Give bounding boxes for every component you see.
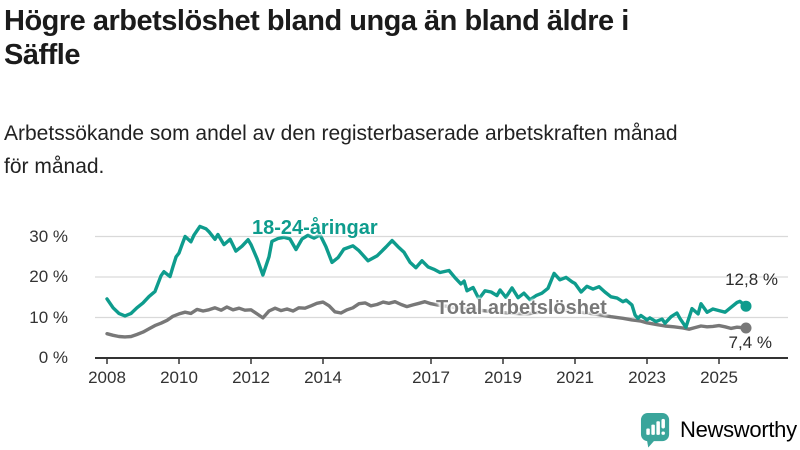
x-tick-label: 2010 (160, 368, 198, 387)
x-tick-label: 2025 (700, 368, 738, 387)
x-tick-label: 2023 (628, 368, 666, 387)
page-title: Högre arbetslöshet bland unga än bland ä… (4, 5, 629, 72)
y-tick-label: 20 % (29, 267, 68, 286)
newsworthy-logo-icon (640, 413, 670, 448)
y-tick-label: 10 % (29, 307, 68, 327)
series-end-dot-total (740, 322, 752, 334)
x-tick-label: 2019 (484, 368, 522, 387)
newsworthy-logo: Newsworthy (640, 412, 797, 448)
end-value-label-total: 7,4 % (728, 333, 772, 352)
series-end-dot-youth (740, 300, 752, 312)
series-label-youth: 18-24-åringar (252, 217, 378, 239)
series-label-total: Total arbetslöshet (436, 297, 607, 319)
x-tick-label: 2012 (232, 368, 270, 387)
end-value-label-youth: 12,8 % (725, 270, 778, 289)
page-subtitle: Arbetssökande som andel av den registerb… (4, 122, 678, 178)
x-tick-label: 2008 (88, 368, 126, 387)
x-tick-label: 2017 (412, 368, 450, 387)
series-line-total (105, 300, 748, 339)
x-tick-label: 2021 (556, 368, 594, 387)
series-line-youth (105, 224, 748, 329)
newsworthy-logo-text: Newsworthy (680, 417, 797, 442)
y-tick-label: 0 % (38, 348, 68, 367)
y-tick-label: 30 % (29, 226, 68, 246)
x-tick-label: 2014 (304, 368, 342, 387)
